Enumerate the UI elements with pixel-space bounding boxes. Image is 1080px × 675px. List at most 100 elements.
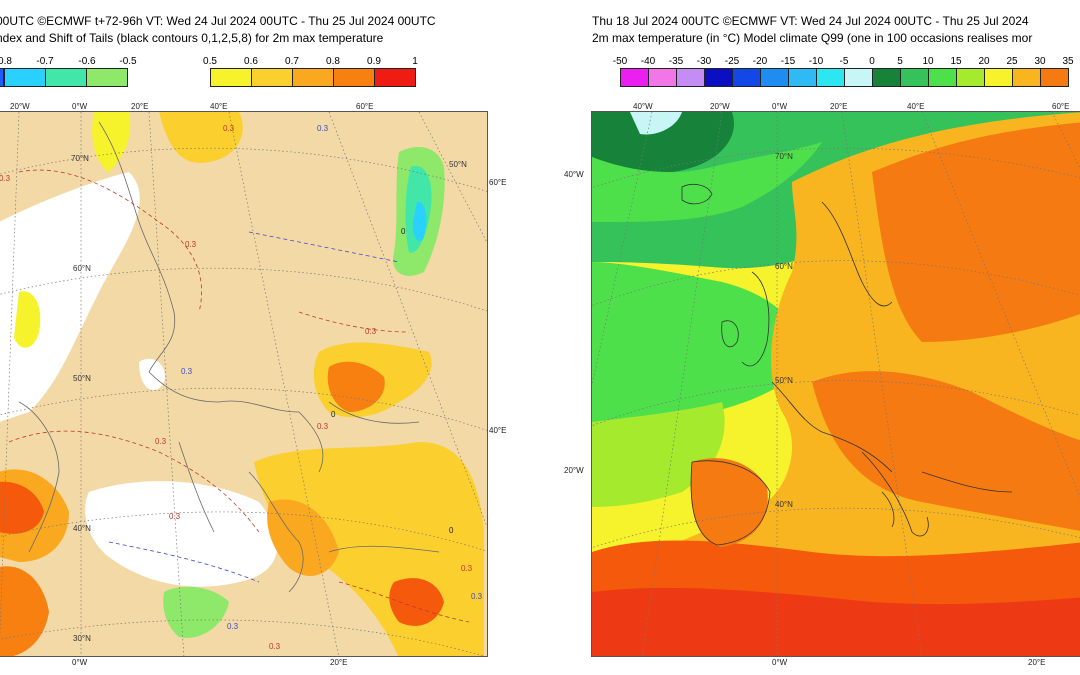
contour-label: 0.3 xyxy=(227,622,239,631)
patch-anatolia xyxy=(389,578,444,626)
legend-label: 15 xyxy=(950,56,962,67)
contour-label: 0 xyxy=(449,526,454,535)
legend-label: -0.5 xyxy=(119,56,137,67)
right-header-line2: 2m max temperature (in °C) Model climate… xyxy=(592,31,1033,45)
legend-swatch xyxy=(292,68,334,87)
right-map-area: 70°N 60°N 50°N 40°N xyxy=(591,111,1080,657)
contour-label: 0.3 xyxy=(471,592,483,601)
contour-label: 0.3 xyxy=(181,367,193,376)
left-map-area: 70°N 60°N 50°N 40°N 30°N 50°N 0.3 0.3 0.… xyxy=(0,111,488,657)
legend-label: -20 xyxy=(752,56,768,67)
legend-swatch xyxy=(4,68,46,87)
grid-lat-label: 50°N xyxy=(73,374,91,383)
left-positive-legend: 0.5 0.6 0.7 0.8 0.9 1 xyxy=(203,56,420,90)
legend-label: -35 xyxy=(668,56,684,67)
legend-swatch xyxy=(984,68,1013,87)
top-tick-label: 20°W xyxy=(10,102,30,111)
contour-label: 0.3 xyxy=(365,327,377,336)
grid-lat-label: 40°N xyxy=(775,500,793,509)
patch-scandinavia xyxy=(159,112,243,163)
zone-35c-russia xyxy=(872,122,1080,342)
top-tick-label: 40°W xyxy=(633,102,653,111)
legend-label: 0 xyxy=(869,56,875,67)
patch-norway xyxy=(92,112,131,172)
contour-label: 0 xyxy=(401,227,406,236)
legend-label: 20 xyxy=(978,56,990,67)
zone-15c xyxy=(592,142,822,222)
patch-libya-green xyxy=(163,586,229,638)
legend-label: -40 xyxy=(640,56,656,67)
legend-swatch xyxy=(788,68,817,87)
bottom-tick-label: 0°W xyxy=(772,658,788,667)
legend-label: -50 xyxy=(612,56,628,67)
legend-label: 0.8 xyxy=(0,56,12,67)
contour-label: 0.3 xyxy=(461,564,473,573)
contour-label: 0.3 xyxy=(223,124,235,133)
top-tick-label: 40°E xyxy=(210,102,228,111)
left-header-line1: 00UTC ©ECMWF t+72-96h VT: Wed 24 Jul 202… xyxy=(0,14,436,28)
legend-swatch xyxy=(86,68,128,87)
right-tick-label: 60°E xyxy=(489,178,507,187)
patch-ukraine-core xyxy=(327,361,385,412)
legend-label: 30 xyxy=(1034,56,1046,67)
grid-lat-label: 60°N xyxy=(775,262,793,271)
contour-label: 0.3 xyxy=(185,240,197,249)
contour-label: 0.3 xyxy=(169,512,181,521)
right-panel-climate-map: Thu 18 Jul 2024 00UTC ©ECMWF VT: Wed 24 … xyxy=(540,0,1080,675)
coastlines xyxy=(18,121,440,593)
legend-swatch xyxy=(45,68,87,87)
contour-label: 0.3 xyxy=(269,642,281,651)
zone-iberia xyxy=(690,458,768,547)
bottom-tick-label: 20°E xyxy=(330,658,348,667)
legend-swatch xyxy=(1012,68,1041,87)
legend-swatch xyxy=(1040,68,1069,87)
grid-lat-label: 50°N xyxy=(775,376,793,385)
patch-urals-blue xyxy=(412,201,427,242)
zone-5c xyxy=(592,112,734,172)
top-tick-label: 20°W xyxy=(710,102,730,111)
legend-swatch xyxy=(956,68,985,87)
legend-swatch xyxy=(676,68,705,87)
grid-lat-label: 50°N xyxy=(449,160,467,169)
legend-swatch xyxy=(900,68,929,87)
patch-north-africa xyxy=(0,566,49,656)
right-map-svg xyxy=(592,112,1080,656)
legend-label: -10 xyxy=(808,56,824,67)
legend-label: -25 xyxy=(724,56,740,67)
graticule xyxy=(0,112,487,656)
patch-iberia-core xyxy=(0,481,44,534)
top-tick-label: 20°E xyxy=(830,102,848,111)
left-tick-label: 40°W xyxy=(564,170,584,179)
left-map-svg xyxy=(0,112,487,656)
legend-label: -0.7 xyxy=(36,56,54,67)
contour-label: 0.3 xyxy=(317,422,329,431)
right-tick-label: 40°E xyxy=(489,426,507,435)
zone-0c-greenland xyxy=(630,112,682,135)
grid-lat-label: 30°N xyxy=(73,634,91,643)
legend-swatch xyxy=(816,68,845,87)
left-tick-label: 20°W xyxy=(564,466,584,475)
top-tick-label: 20°E xyxy=(131,102,149,111)
legend-swatch xyxy=(0,68,4,87)
legend-label: -0.6 xyxy=(78,56,96,67)
grid-lat-label: 40°N xyxy=(73,524,91,533)
legend-swatch xyxy=(210,68,252,87)
top-tick-label: 0°W xyxy=(772,102,788,111)
contour-label: 0 xyxy=(331,410,336,419)
legend-swatch xyxy=(704,68,733,87)
white-area-mediterranean xyxy=(85,481,278,587)
white-area-atlantic xyxy=(0,172,140,422)
legend-label: -30 xyxy=(696,56,712,67)
zone-35c-balkans xyxy=(812,371,1080,531)
top-tick-label: 60°E xyxy=(1052,102,1070,111)
top-tick-label: 60°E xyxy=(356,102,374,111)
legend-label: 10 xyxy=(922,56,934,67)
legend-label: 35 xyxy=(1062,56,1074,67)
patch-british-isles xyxy=(14,291,41,348)
zone-45c-sahara xyxy=(592,587,1080,656)
legend-label: 0.9 xyxy=(367,56,381,67)
graticule xyxy=(592,112,1080,656)
grid-lat-label: 70°N xyxy=(71,154,89,163)
legend-swatch xyxy=(374,68,416,87)
legend-swatch xyxy=(760,68,789,87)
